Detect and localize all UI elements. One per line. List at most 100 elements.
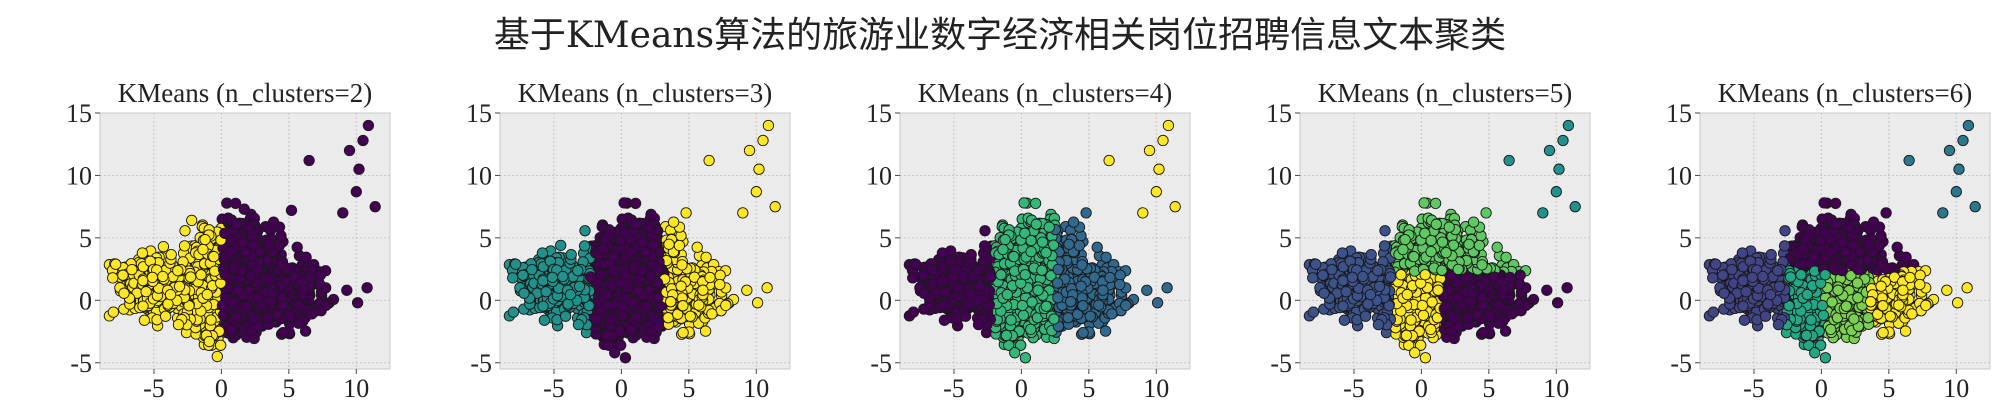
scatter-point-cluster-1	[136, 247, 149, 259]
scatter-point-cluster-2	[751, 297, 764, 309]
scatter-point-cluster-2	[680, 207, 692, 219]
scatter-point-cluster-2	[663, 238, 675, 250]
scatter-point-cluster-1	[537, 274, 549, 287]
scatter-point-cluster-0	[225, 245, 237, 258]
scatter-point-cluster-2	[761, 282, 773, 294]
scatter-point-cluster-1	[538, 314, 551, 326]
scatter-point-cluster-0	[277, 326, 289, 339]
scatter-point-cluster-0	[219, 269, 231, 281]
scatter-point-cluster-2	[762, 119, 775, 132]
y-tick-label: 0	[79, 286, 92, 315]
scatter-point-cluster-1	[195, 269, 207, 281]
scatter-point-cluster-0	[263, 238, 275, 250]
scatter-point-cluster-0	[369, 201, 381, 213]
scatter-point-cluster-1	[517, 269, 529, 281]
scatter-point-cluster-0	[300, 251, 312, 263]
scatter-point-cluster-2	[677, 300, 689, 312]
scatter-point-cluster-2	[720, 299, 732, 312]
scatter-point-cluster-1	[157, 270, 169, 283]
scatter-point-cluster-0	[600, 329, 613, 342]
scatter-point-cluster-1	[205, 314, 217, 326]
y-tick-label: 15	[66, 99, 92, 128]
scatter-point-cluster-2	[691, 241, 703, 253]
scatter-point-cluster-1	[157, 240, 170, 253]
scatter-point-cluster-0	[584, 271, 597, 283]
scatter-point-cluster-1	[126, 263, 138, 276]
scatter-point-cluster-0	[619, 269, 631, 281]
scatter-point-cluster-0	[306, 308, 318, 320]
scatter-point-cluster-0	[252, 263, 264, 276]
scatter-point-cluster-0	[240, 246, 252, 259]
scatter-point-cluster-2	[757, 134, 769, 147]
scatter-point-cluster-1	[140, 286, 152, 298]
scatter-point-cluster-0	[230, 218, 242, 230]
scatter-point-cluster-2	[675, 280, 687, 292]
scatter-point-cluster-0	[632, 284, 644, 296]
scatter-point-cluster-0	[216, 299, 229, 312]
scatter-point-cluster-0	[357, 134, 369, 147]
scatter-point-cluster-0	[314, 278, 326, 291]
scatter-point-cluster-0	[616, 299, 629, 312]
scatter-point-cluster-2	[703, 154, 715, 167]
x-tick-label: 10	[743, 374, 769, 403]
scatter-point-cluster-1	[179, 225, 191, 237]
scatter-point-cluster-2	[699, 325, 712, 337]
scatter-point-cluster-0	[243, 221, 255, 233]
scatter-point-cluster-1	[572, 264, 584, 277]
scatter-point-cluster-1	[510, 258, 522, 270]
scatter-point-cluster-1	[208, 250, 220, 263]
scatter-point-cluster-1	[562, 298, 574, 310]
scatter-point-cluster-1	[146, 271, 159, 284]
scatter-point-cluster-0	[217, 309, 230, 321]
scatter-point-cluster-1	[162, 298, 174, 310]
scatter-point-cluster-1	[138, 314, 151, 326]
scatter-point-cluster-0	[251, 277, 264, 289]
scatter-point-cluster-1	[199, 233, 211, 246]
scatter-point-cluster-0	[636, 264, 648, 276]
y-tick-label: 0	[479, 286, 492, 315]
scatter-point-cluster-1	[565, 248, 577, 261]
scatter-point-cluster-0	[640, 300, 652, 312]
scatter-point-cluster-1	[107, 272, 119, 284]
scatter-point-cluster-1	[579, 225, 591, 237]
scatter-point-cluster-0	[291, 241, 303, 253]
scatter-point-cluster-1	[564, 288, 577, 301]
x-tick-label: -5	[543, 374, 565, 403]
scatter-point-cluster-2	[743, 144, 756, 157]
scatter-point-cluster-0	[232, 284, 244, 296]
scatter-point-cluster-0	[605, 314, 617, 326]
scatter-point-cluster-0	[248, 313, 260, 325]
scatter-point-cluster-0	[361, 282, 373, 294]
scatter-point-cluster-0	[277, 300, 289, 312]
scatter-point-cluster-0	[225, 323, 237, 336]
scatter-point-cluster-2	[667, 216, 680, 228]
scatter-point-cluster-0	[320, 299, 332, 312]
scatter-point-cluster-1	[186, 214, 198, 227]
scatter-point-cluster-0	[236, 264, 248, 276]
figure-title: 基于KMeans算法的旅游业数字经济相关岗位招聘信息文本聚类	[493, 15, 1507, 56]
scatter-point-cluster-1	[137, 300, 149, 312]
scatter-point-cluster-1	[214, 339, 227, 351]
scatter-point-cluster-0	[240, 300, 252, 312]
scatter-point-cluster-0	[617, 309, 630, 321]
scatter-point-cluster-1	[172, 264, 184, 277]
scatter-point-cluster-2	[665, 296, 677, 308]
scatter-point-cluster-0	[299, 325, 312, 337]
scatter-point-cluster-1	[110, 258, 122, 270]
scatter-point-cluster-0	[609, 347, 621, 359]
scatter-point-cluster-1	[107, 306, 120, 318]
scatter-points	[103, 119, 381, 363]
scatter-point-cluster-0	[276, 259, 288, 271]
scatter-point-cluster-0	[648, 313, 660, 325]
scatter-point-cluster-0	[236, 236, 249, 248]
scatter-point-cluster-0	[353, 163, 365, 175]
scatter-point-cluster-1	[526, 263, 538, 276]
scatter-point-cluster-0	[293, 299, 305, 311]
scatter-point-cluster-0	[599, 233, 611, 246]
scatter-point-cluster-0	[303, 154, 315, 167]
scatter-point-cluster-1	[211, 350, 223, 363]
scatter-point-cluster-1	[555, 239, 567, 252]
